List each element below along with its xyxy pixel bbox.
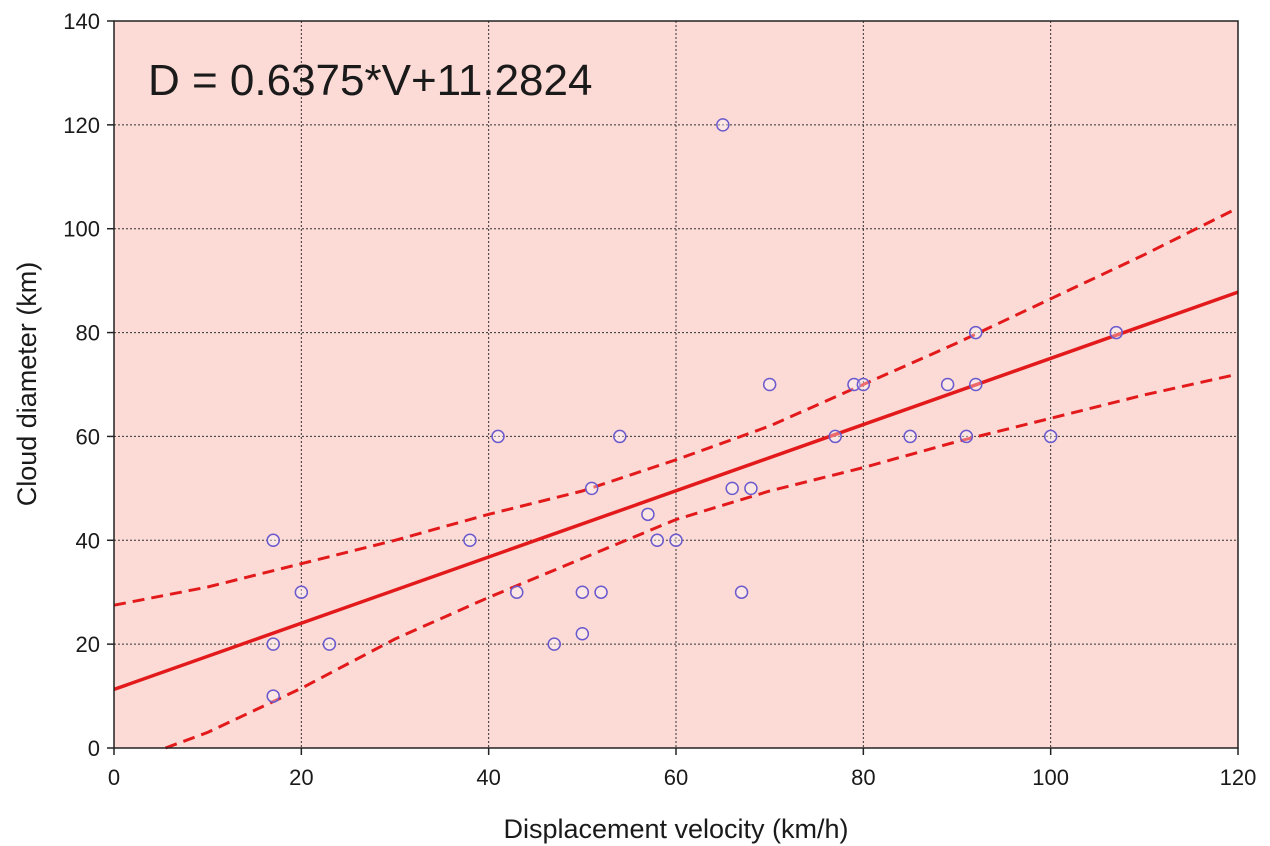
- data-point: [584, 481, 599, 496]
- grid-lines: [114, 21, 1238, 748]
- data-point: [266, 637, 280, 651]
- y-axis-ticks: 0 20 40 60 80 100 120 140: [63, 9, 114, 761]
- x-axis-ticks: 0 20 40 60 80 100 120: [108, 748, 1256, 790]
- regression-line: [113, 290, 1239, 692]
- y-tick-label: 40: [76, 528, 100, 553]
- data-point: [641, 507, 655, 522]
- data-point: [266, 689, 280, 703]
- y-tick-label: 20: [76, 632, 100, 657]
- x-tick-label: 60: [664, 765, 688, 790]
- data-point: [744, 481, 758, 496]
- confidence-bands: [113, 206, 1239, 750]
- data-point: [968, 325, 983, 340]
- data-point: [575, 627, 590, 641]
- data-point: [959, 429, 974, 444]
- y-tick-label: 0: [88, 736, 100, 761]
- x-tick-label: 80: [851, 765, 875, 790]
- y-tick-label: 100: [63, 217, 100, 242]
- data-point: [968, 377, 983, 392]
- data-point: [575, 585, 590, 599]
- x-tick-label: 40: [476, 765, 500, 790]
- data-point: [669, 533, 683, 548]
- data-point: [463, 533, 477, 548]
- data-point: [716, 118, 730, 132]
- x-tick-label: 100: [1032, 765, 1069, 790]
- y-tick-label: 140: [63, 9, 100, 34]
- y-tick-label: 60: [76, 424, 100, 449]
- data-point: [762, 377, 777, 392]
- data-points: [266, 118, 1123, 703]
- x-tick-label: 0: [108, 765, 120, 790]
- data-point: [847, 377, 861, 392]
- regression-equation: D = 0.6375*V+11.2824: [148, 56, 592, 105]
- data-point: [734, 585, 749, 599]
- regression-line-group: [113, 290, 1239, 692]
- y-axis-title: Cloud diameter (km): [12, 262, 42, 507]
- upper-confidence-line: [113, 206, 1239, 607]
- data-point: [266, 533, 280, 548]
- data-point: [322, 637, 337, 651]
- x-tick-label: 20: [289, 765, 313, 790]
- x-axis-title: Displacement velocity (km/h): [503, 814, 848, 844]
- y-tick-label: 80: [76, 321, 100, 346]
- data-point: [940, 377, 955, 392]
- data-point: [594, 585, 608, 599]
- data-point: [613, 429, 627, 444]
- data-point: [1043, 429, 1058, 444]
- data-point: [510, 585, 524, 599]
- data-point: [294, 585, 309, 599]
- data-point: [725, 481, 739, 496]
- data-point: [650, 533, 665, 548]
- data-point: [547, 637, 561, 651]
- data-point: [903, 429, 917, 444]
- data-point: [1109, 325, 1123, 340]
- data-point: [491, 429, 505, 444]
- lower-confidence-line: [164, 372, 1239, 750]
- data-point: [828, 429, 842, 444]
- y-tick-label: 120: [63, 113, 100, 138]
- x-tick-label: 120: [1220, 765, 1257, 790]
- data-point: [856, 377, 871, 392]
